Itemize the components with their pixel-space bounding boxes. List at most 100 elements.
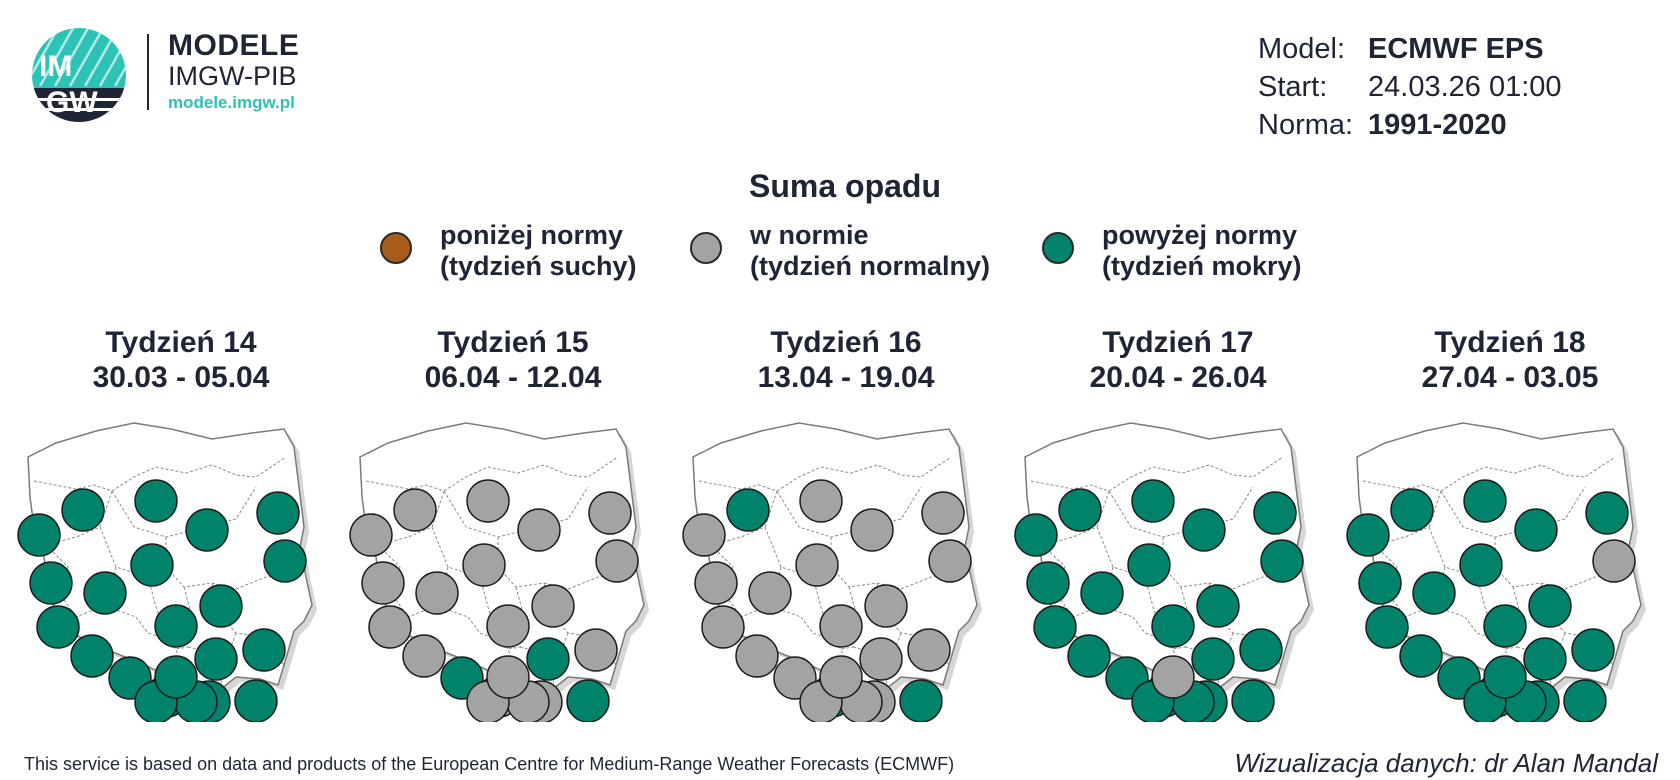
legend-item-normal: w normie (tydzień normalny) xyxy=(690,220,990,282)
station-marker xyxy=(701,605,745,649)
region-border xyxy=(1440,456,1616,492)
station-marker xyxy=(921,491,965,535)
logo-title: MODELE xyxy=(168,29,300,62)
station-marker xyxy=(1358,561,1402,605)
station-marker xyxy=(1014,513,1058,557)
station-marker xyxy=(486,655,530,699)
station-marker xyxy=(1127,543,1171,587)
station-marker xyxy=(466,479,510,523)
station-marker xyxy=(1033,605,1077,649)
logo-divider xyxy=(147,34,149,110)
region-border xyxy=(443,456,619,492)
region-border xyxy=(33,480,113,492)
station-marker xyxy=(928,539,972,583)
region-border xyxy=(1042,490,1110,546)
station-marker xyxy=(748,571,792,615)
poland-map-week-15 xyxy=(349,422,649,722)
model-row: Model: ECMWF EPS xyxy=(1258,30,1562,68)
station-marker xyxy=(1231,679,1275,722)
station-marker xyxy=(1399,634,1443,678)
station-marker xyxy=(1058,488,1102,532)
station-marker xyxy=(1346,513,1390,557)
station-marker xyxy=(1131,479,1175,523)
station-marker xyxy=(1412,571,1456,615)
station-marker xyxy=(1528,584,1572,628)
region-border xyxy=(45,490,113,546)
region-border xyxy=(1362,480,1442,492)
station-marker xyxy=(799,479,843,523)
week-panel-15: Tydzień 15 06.04 - 12.04 xyxy=(348,325,678,725)
legend-swatch-normal xyxy=(690,232,722,264)
station-marker xyxy=(393,488,437,532)
poland-map-week-16 xyxy=(682,422,982,722)
region-border xyxy=(710,490,778,546)
region-border xyxy=(1108,456,1284,492)
logo-mark-bottom: GW xyxy=(46,86,98,119)
region-border xyxy=(1374,490,1442,546)
region-border xyxy=(377,490,445,546)
week-panel-17: Tydzień 17 20.04 - 26.04 xyxy=(1013,325,1343,725)
logo-mark-top: IM xyxy=(39,50,72,83)
legend-below-line1: poniżej normy xyxy=(440,220,624,250)
station-marker xyxy=(199,584,243,628)
station-marker xyxy=(526,637,570,681)
station-marker xyxy=(1182,508,1226,552)
region-border xyxy=(698,480,778,492)
station-marker xyxy=(864,584,908,628)
station-marker xyxy=(1592,539,1636,583)
week-dates: 27.04 - 03.05 xyxy=(1421,361,1599,394)
region-border xyxy=(1550,632,1566,670)
station-marker xyxy=(1253,491,1297,535)
station-marker xyxy=(486,604,530,648)
week-dates: 30.03 - 05.04 xyxy=(92,361,270,394)
station-marker xyxy=(899,679,943,722)
visualization-credit: Wizualizacja danych: dr Alan Mandal xyxy=(1234,748,1658,778)
week-panel-18: Tydzień 18 27.04 - 03.05 xyxy=(1345,325,1675,725)
week-dates: 06.04 - 12.04 xyxy=(424,361,602,394)
week-panel-16: Tydzień 16 13.04 - 19.04 xyxy=(681,325,1011,725)
station-marker xyxy=(1365,605,1409,649)
station-marker xyxy=(1523,637,1567,681)
norm-row: Norma: 1991-2020 xyxy=(1258,106,1562,144)
legend-above-line1: powyżej normy xyxy=(1102,220,1298,250)
poland-map-week-18 xyxy=(1346,422,1646,722)
week-dates: 20.04 - 26.04 xyxy=(1089,361,1267,394)
station-marker xyxy=(36,605,80,649)
station-marker xyxy=(1483,604,1527,648)
station-marker xyxy=(1571,628,1615,672)
station-marker xyxy=(1191,637,1235,681)
legend-swatch-above xyxy=(1042,232,1074,264)
legend: poniżej normy (tydzień suchy) w normie (… xyxy=(0,220,1680,290)
logo-subtitle: IMGW-PIB xyxy=(168,61,297,91)
region-border xyxy=(365,480,445,492)
model-info: Model: ECMWF EPS Start: 24.03.26 01:00 N… xyxy=(1258,30,1562,144)
station-marker xyxy=(402,634,446,678)
station-marker xyxy=(588,491,632,535)
legend-normal-line2: (tydzień normalny) xyxy=(750,251,991,281)
station-marker xyxy=(819,604,863,648)
station-marker xyxy=(1390,488,1434,532)
map-title: Suma opadu xyxy=(748,168,941,204)
station-marker xyxy=(1563,679,1607,722)
station-marker xyxy=(263,539,307,583)
norm-label: Norma: xyxy=(1258,109,1354,141)
station-marker xyxy=(819,655,863,699)
station-marker xyxy=(517,508,561,552)
station-marker xyxy=(694,561,738,605)
legend-below-line2: (tydzień suchy) xyxy=(440,251,637,281)
station-marker xyxy=(907,628,951,672)
poland-map-week-17 xyxy=(1014,422,1314,722)
legend-item-below: poniżej normy (tydzień suchy) xyxy=(380,220,637,282)
station-marker xyxy=(726,488,770,532)
week-title: Tydzień 14 xyxy=(105,326,257,359)
station-marker xyxy=(1483,655,1527,699)
station-marker xyxy=(1585,491,1629,535)
station-marker xyxy=(134,479,178,523)
station-marker xyxy=(349,513,393,557)
station-marker xyxy=(1514,508,1558,552)
station-marker xyxy=(1067,634,1111,678)
station-marker xyxy=(256,491,300,535)
station-marker xyxy=(531,584,575,628)
poland-map-week-14 xyxy=(17,422,317,722)
region-border xyxy=(1030,480,1110,492)
